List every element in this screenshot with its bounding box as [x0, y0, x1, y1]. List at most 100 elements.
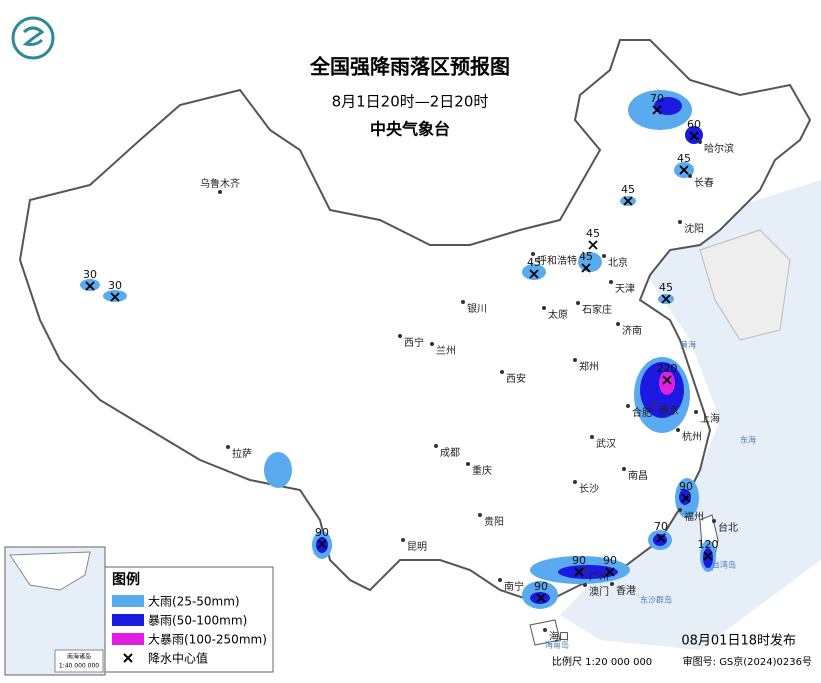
city-dot: [542, 306, 546, 310]
city-label: 西宁: [404, 336, 424, 349]
city-label: 重庆: [472, 464, 492, 477]
center-value: 30: [83, 268, 97, 281]
center-cross: [652, 105, 662, 115]
china-outline: [18, 39, 812, 601]
city-dot: [573, 358, 577, 362]
city-dot: [694, 410, 698, 414]
city-dot: [583, 568, 587, 572]
city-dot: [678, 220, 682, 224]
center-value: 45: [579, 250, 593, 263]
city-dot: [573, 480, 577, 484]
city-label: 济南: [622, 324, 642, 337]
inset-land: [9, 551, 91, 591]
city-dot: [543, 628, 547, 632]
center-cross: [689, 131, 699, 141]
city-label: 长春: [694, 177, 714, 189]
review-number: 审图号: GS京(2024)0236号: [683, 655, 812, 668]
city-label: 银川: [467, 302, 487, 315]
center-value: 120: [698, 538, 719, 551]
city-label: 贵阳: [484, 515, 504, 528]
issued: 08月01日18时发布: [681, 633, 796, 649]
center-cross: [581, 263, 591, 273]
center-cross: [85, 281, 95, 291]
city-label: 长沙: [579, 483, 599, 495]
rain-centers: 70 60 45 45 45 45 45 45 30 30 220 90 70 120 90 90 90 90: [83, 92, 719, 603]
city-dot: [500, 370, 504, 374]
inset: 南海诸岛 1:40 000 000: [4, 546, 106, 676]
city-dot: [653, 402, 657, 406]
city-dot: [583, 583, 587, 587]
city-dot: [602, 254, 606, 258]
city-label: 沈阳: [684, 222, 704, 235]
center-cross: [110, 292, 120, 302]
city-label: 南京: [659, 404, 679, 417]
center-value: 45: [621, 183, 635, 196]
city-label: 武汉: [596, 437, 616, 450]
heavy-rain: [522, 264, 546, 280]
city-label: 乌鲁木齐: [200, 177, 240, 190]
city-dot: [498, 578, 502, 582]
city-label: 南昌: [628, 469, 648, 482]
city-label: 石家庄: [582, 303, 612, 316]
city-dot: [218, 190, 222, 194]
city-label: 南宁: [504, 580, 524, 593]
legend-swatch: [112, 633, 144, 645]
center-value: 90: [679, 480, 693, 493]
city-dot: [531, 252, 535, 256]
city-dot: [478, 513, 482, 517]
sea-label: 海南岛: [545, 640, 569, 650]
city-label: 西安: [506, 372, 526, 385]
legend-item: 降水中心值: [148, 651, 208, 666]
legend-swatch: [112, 595, 144, 607]
legend-swatch: [112, 614, 144, 626]
city-dot: [678, 508, 682, 512]
city-label: 呼和浩特: [537, 255, 577, 267]
center-cross: [536, 593, 546, 603]
sea-label: 东海: [740, 435, 756, 445]
legend-item: 大雨(25-50mm): [148, 595, 240, 609]
center-cross: [703, 551, 713, 561]
city-dot: [712, 519, 716, 523]
city-dot: [688, 174, 692, 178]
city-label: 昆明: [407, 541, 427, 553]
inset-title: 南海诸岛: [67, 653, 91, 661]
city-label: 福州: [684, 510, 704, 523]
city-label: 成都: [440, 447, 460, 459]
storm: [558, 565, 618, 579]
scale: 比例尺 1:20 000 000: [552, 655, 652, 668]
city-dot: [430, 342, 434, 346]
title: 全国强降雨落区预报图: [309, 55, 510, 79]
legend-cross: [123, 653, 133, 663]
center-value: 220: [657, 362, 678, 375]
center-value: 70: [650, 92, 664, 105]
center-value: 45: [527, 256, 541, 269]
storm: [654, 97, 682, 115]
legend-item: 大暴雨(100-250mm): [148, 633, 267, 647]
center-value: 45: [659, 281, 673, 294]
city-dot: [698, 140, 702, 144]
city-label: 香港: [616, 585, 636, 597]
inset-scale: 1:40 000 000: [59, 663, 99, 670]
city-label: 北京: [608, 256, 628, 269]
center-cross: [574, 567, 584, 577]
center-cross: [605, 567, 615, 577]
city-dot: [398, 334, 402, 338]
city-label: 天津: [615, 283, 635, 295]
city-dot: [626, 404, 630, 408]
center-cross: [681, 493, 691, 503]
subtitle: 8月1日20时—2日20时: [332, 93, 489, 111]
issuer: 中央气象台: [370, 120, 450, 139]
city-dot: [676, 428, 680, 432]
center-cross: [623, 196, 633, 206]
center-cross: [656, 533, 666, 543]
sea-label: 台湾岛: [712, 560, 736, 570]
legend: 图例 大雨(25-50mm) 暴雨(50-100mm) 大暴雨(100-250m…: [104, 566, 274, 673]
center-value: 60: [687, 118, 701, 131]
hainan: [529, 619, 561, 646]
center-value: 90: [603, 554, 617, 567]
city-label: 广州: [589, 571, 609, 583]
legend-title: 图例: [112, 571, 140, 588]
city-dot: [466, 462, 470, 466]
center-cross: [661, 294, 671, 304]
